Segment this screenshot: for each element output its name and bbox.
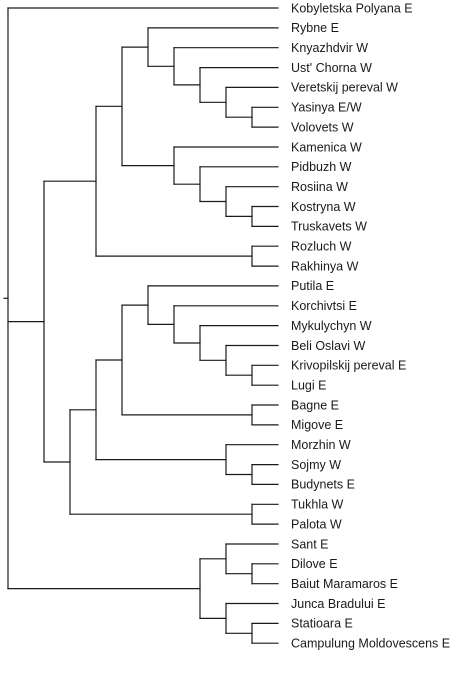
leaf-label: Sojmy W <box>291 458 341 472</box>
leaf-label: Veretskij pereval W <box>291 81 398 95</box>
leaf-label: Beli Oslavi W <box>291 339 366 353</box>
leaf-label: Rosiina W <box>291 180 348 194</box>
leaf-label: Migove E <box>291 418 343 432</box>
leaf-label: Rakhinya W <box>291 259 359 273</box>
leaf-label: Statioara E <box>291 617 353 631</box>
leaf-label: Pidbuzh W <box>291 160 352 174</box>
leaf-label: Kobyletska Polyana E <box>291 1 413 15</box>
dendrogram-branches <box>3 7 279 644</box>
leaf-label: Baiut Maramaros E <box>291 577 398 591</box>
leaf-label: Morzhin W <box>291 438 351 452</box>
leaf-label: Tukhla W <box>291 498 344 512</box>
leaf-label: Mykulychyn W <box>291 319 372 333</box>
leaf-label: Junca Bradului E <box>291 597 386 611</box>
leaf-label: Putila E <box>291 279 334 293</box>
leaf-label: Knyazhdvir W <box>291 41 368 55</box>
leaf-label: Yasinya E/W <box>291 101 362 115</box>
leaf-label: Lugi E <box>291 379 326 393</box>
leaf-label: Krivopilskij pereval E <box>291 359 406 373</box>
leaf-label: Truskavets W <box>291 220 367 234</box>
leaf-label: Kamenica W <box>291 140 362 154</box>
leaf-label: Korchivtsi E <box>291 299 357 313</box>
leaf-label: Dilove E <box>291 557 338 571</box>
leaf-label: Kostryna W <box>291 200 356 214</box>
leaf-label: Volovets W <box>291 120 354 134</box>
leaf-label: Ust' Chorna W <box>291 61 372 75</box>
leaf-label: Rybne E <box>291 21 339 35</box>
leaf-label: Rozluch W <box>291 240 352 254</box>
leaf-label: Budynets E <box>291 478 355 492</box>
leaf-label: Campulung Moldovescens E <box>291 637 450 651</box>
leaf-label: Palota W <box>291 517 342 531</box>
leaf-label: Sant E <box>291 537 329 551</box>
leaf-label: Bagne E <box>291 398 339 412</box>
dendrogram-leaf-labels: Kobyletska Polyana E Rybne E Knyazhdvir W U… <box>291 1 450 650</box>
